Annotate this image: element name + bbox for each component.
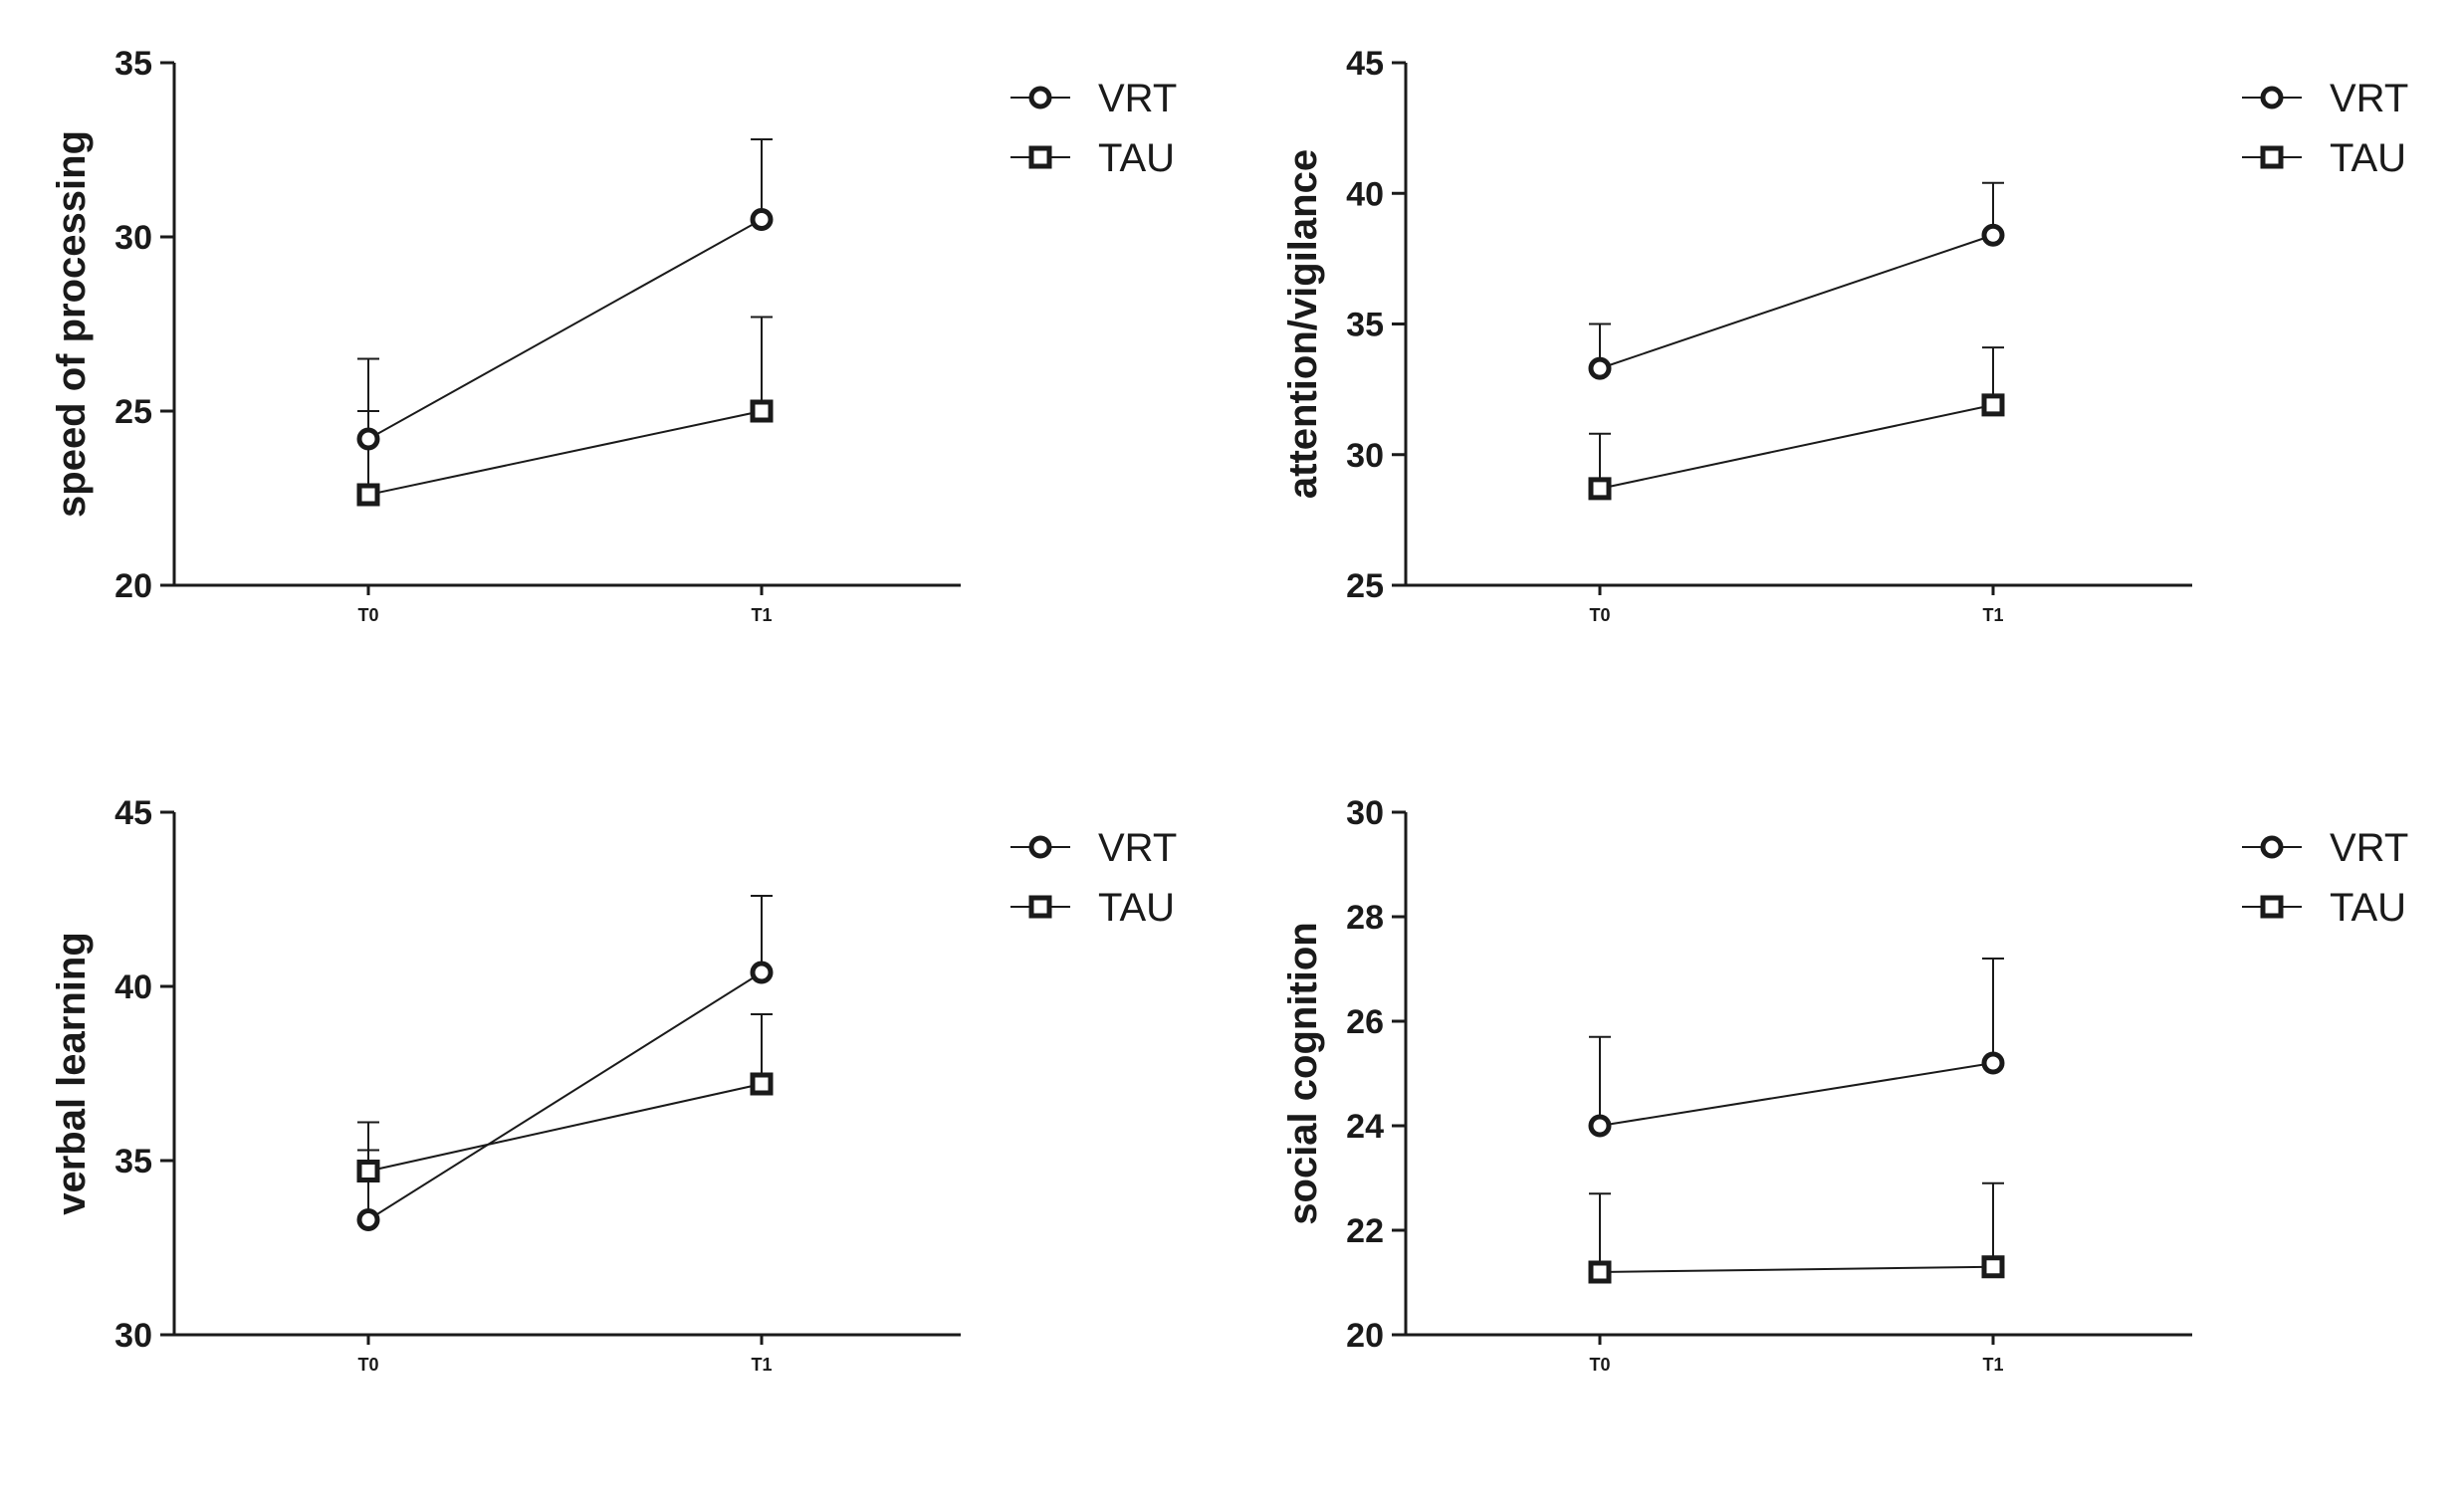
- series-line-vrt: [367, 218, 763, 440]
- x-tick-label: T1: [751, 1355, 772, 1375]
- chart-verbal-learning-svg: 30 35 40 45 T0 T1 verbal learning VRT TAU: [50, 794, 1177, 1375]
- legend-marker-vrt: [1028, 86, 1052, 109]
- x-tick-label: T0: [357, 605, 378, 625]
- y-tick-label: 26: [1346, 1003, 1384, 1041]
- chart-social-cognition-svg: 20 22 24 26 28 30 T0 T1 social cognition VRT TAU: [1281, 794, 2408, 1375]
- y-tick-label: 30: [1346, 437, 1384, 475]
- y-axis-label: verbal learning: [50, 932, 94, 1215]
- legend-label-vrt: VRT: [1098, 77, 1177, 120]
- y-tick-label: 35: [114, 1143, 152, 1180]
- series-line-tau: [367, 410, 763, 496]
- x-tick-label: T0: [1589, 1355, 1610, 1375]
- legend-label-tau: TAU: [1098, 886, 1175, 930]
- x-tick-label: T1: [751, 605, 772, 625]
- y-tick-label: 30: [114, 219, 152, 257]
- series-line-vrt: [1599, 234, 1994, 370]
- chart-attention-vigilance: 25 30 35 40 45 T0 T1 attention/vigilance VRT TAU: [1232, 0, 2463, 750]
- legend-marker-tau: [2260, 145, 2284, 169]
- y-tick-label: 30: [1346, 794, 1384, 832]
- y-tick-label: 20: [114, 567, 152, 605]
- y-tick-label: 22: [1346, 1212, 1384, 1250]
- series-line-vrt: [1599, 1062, 1994, 1127]
- y-tick-label: 25: [1346, 567, 1384, 605]
- x-tick-label: T1: [1982, 1355, 2003, 1375]
- data-point-vrt: [356, 427, 380, 451]
- data-point-vrt: [750, 208, 774, 231]
- series-line-tau: [1599, 403, 1994, 490]
- data-point-tau: [1981, 393, 2005, 417]
- data-point-vrt: [750, 961, 774, 984]
- chart-attention-vigilance-svg: 25 30 35 40 45 T0 T1 attention/vigilance VRT TAU: [1281, 45, 2408, 625]
- data-point-tau: [750, 1072, 774, 1096]
- y-tick-label: 35: [1346, 307, 1384, 344]
- legend-label-tau: TAU: [1098, 136, 1175, 180]
- data-point-tau: [356, 483, 380, 507]
- data-point-tau: [356, 1160, 380, 1182]
- legend-marker-tau: [2260, 895, 2284, 919]
- data-point-tau: [1588, 477, 1612, 501]
- y-tick-label: 20: [1346, 1317, 1384, 1355]
- data-point-tau: [1588, 1260, 1612, 1284]
- legend-label-vrt: VRT: [1098, 826, 1177, 870]
- series-line-tau: [367, 1083, 763, 1173]
- x-tick-label: T1: [1982, 605, 2003, 625]
- y-tick-label: 45: [1346, 45, 1384, 83]
- legend-label-vrt: VRT: [2330, 826, 2408, 870]
- y-tick-label: 45: [114, 794, 152, 832]
- chart-social-cognition: 20 22 24 26 28 30 T0 T1 social cognition VRT TAU: [1232, 750, 2463, 1499]
- data-point-vrt: [1588, 1114, 1612, 1138]
- legend-marker-vrt: [2260, 86, 2284, 109]
- legend-marker-vrt: [2260, 835, 2284, 859]
- y-tick-label: 25: [114, 393, 152, 431]
- y-tick-label: 24: [1346, 1108, 1384, 1146]
- legend-label-tau: TAU: [2330, 136, 2406, 180]
- legend-marker-vrt: [1028, 835, 1052, 859]
- legend-marker-tau: [1028, 145, 1052, 169]
- y-tick-label: 30: [114, 1317, 152, 1355]
- legend-label-vrt: VRT: [2330, 77, 2408, 120]
- chart-verbal-learning: 30 35 40 45 T0 T1 verbal learning VRT TAU: [0, 750, 1232, 1499]
- x-tick-label: T0: [1589, 605, 1610, 625]
- y-axis-label: attention/vigilance: [1281, 149, 1325, 499]
- data-point-vrt: [1981, 1051, 2005, 1075]
- data-point-tau: [1981, 1255, 2005, 1279]
- y-tick-label: 40: [1346, 175, 1384, 213]
- data-point-vrt: [1981, 223, 2005, 247]
- chart-speed-of-processing: 20 25 30 35 T0 T1 speed of processing VRT TAU: [0, 0, 1232, 750]
- y-tick-label: 40: [114, 968, 152, 1006]
- y-tick-label: 35: [114, 45, 152, 83]
- data-point-vrt: [356, 1208, 380, 1231]
- y-axis-label: social cognition: [1281, 922, 1325, 1224]
- y-axis-label: speed of processing: [50, 130, 94, 518]
- data-point-vrt: [1588, 356, 1612, 380]
- series-line-tau: [1599, 1265, 1994, 1273]
- legend-label-tau: TAU: [2330, 886, 2406, 930]
- y-tick-label: 28: [1346, 899, 1384, 937]
- x-tick-label: T0: [357, 1355, 378, 1375]
- data-point-tau: [750, 399, 774, 423]
- legend-marker-tau: [1028, 895, 1052, 919]
- series-line-vrt: [367, 971, 763, 1221]
- chart-speed-of-processing-svg: 20 25 30 35 T0 T1 speed of processing VRT TAU: [50, 45, 1177, 625]
